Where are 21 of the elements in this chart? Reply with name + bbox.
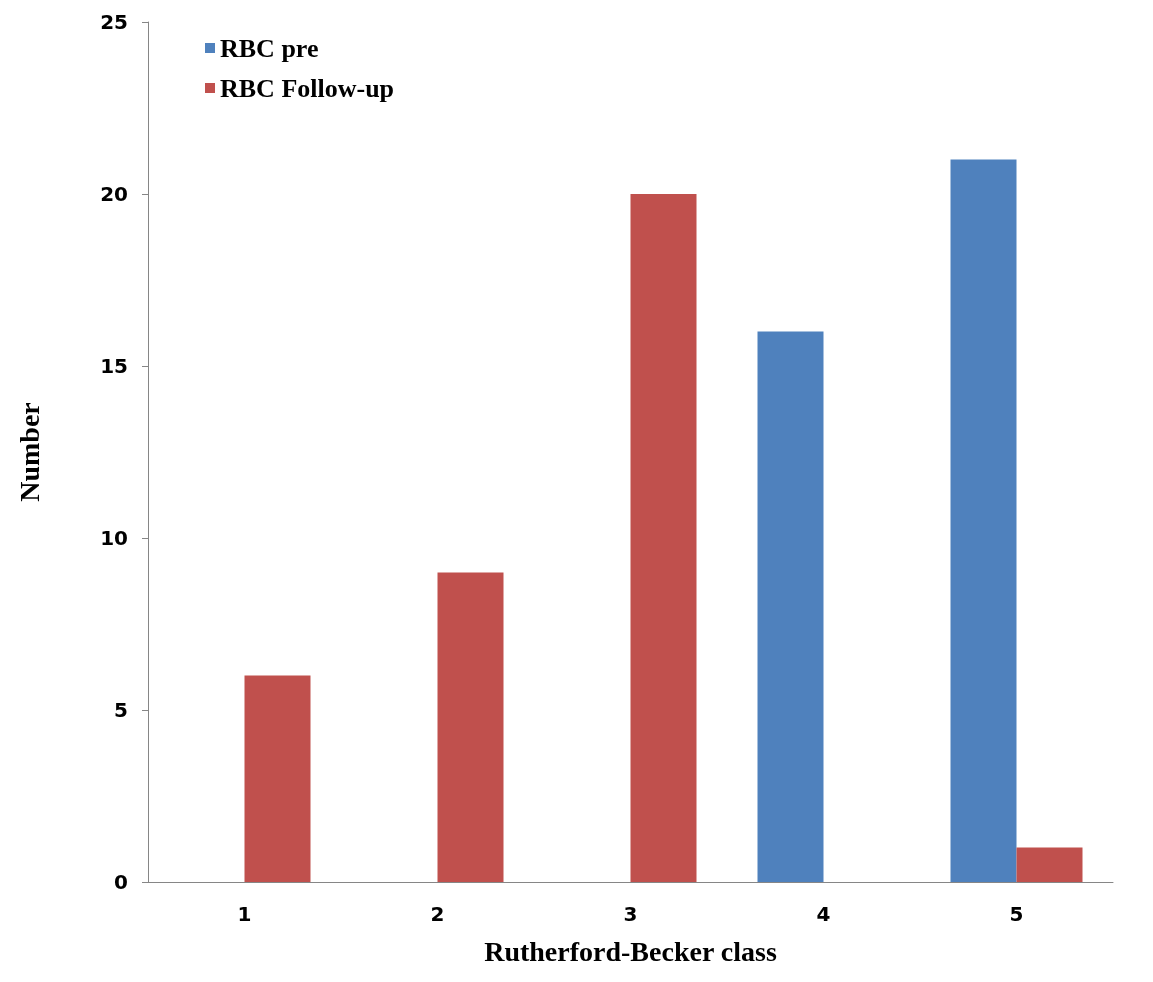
legend-label: RBC Follow-up: [220, 73, 395, 103]
legend-label: RBC pre: [220, 33, 319, 63]
bar: [437, 572, 504, 882]
y-tick-label: 20: [100, 182, 128, 206]
bar: [1016, 847, 1083, 882]
x-tick-label: 4: [816, 902, 831, 926]
bar: [757, 331, 824, 882]
y-tick-label: 25: [100, 10, 128, 34]
y-tick-label: 15: [100, 354, 128, 378]
y-axis-title: Number: [13, 402, 45, 502]
bar: [630, 194, 697, 882]
x-tick-label: 2: [430, 902, 445, 926]
x-axis-title: Rutherford-Becker class: [484, 935, 777, 967]
y-tick-label: 0: [114, 870, 128, 894]
bar: [950, 159, 1017, 882]
y-tick-label: 10: [100, 526, 128, 550]
x-tick-label: 5: [1009, 902, 1024, 926]
y-tick-label: 5: [114, 698, 128, 722]
x-tick-label: 3: [623, 902, 638, 926]
bar: [244, 675, 311, 882]
x-tick-label: 1: [237, 902, 252, 926]
